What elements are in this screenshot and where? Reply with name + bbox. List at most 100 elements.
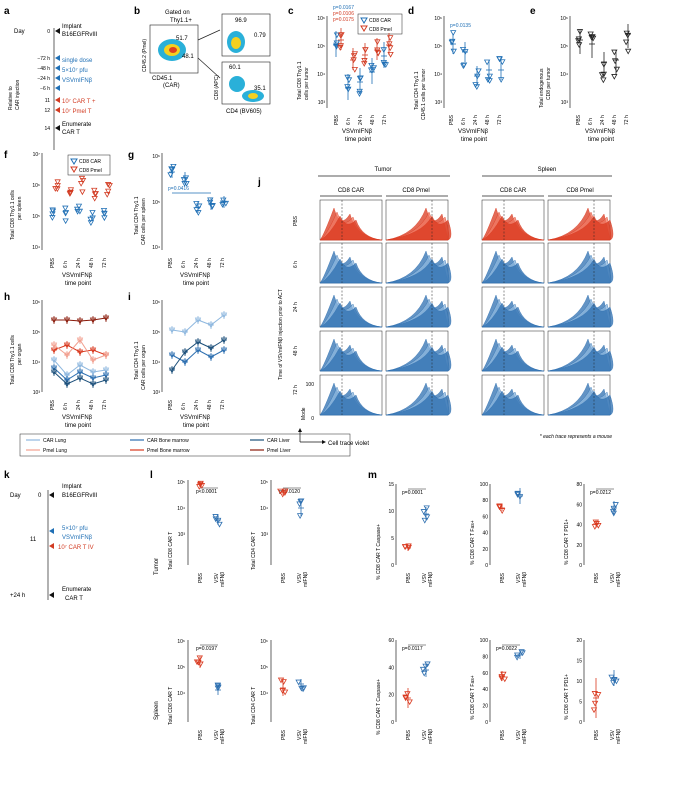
panel-b: b Gated on Thy1.1+ 51.7 48.1 CD45.2 (Pme…: [134, 6, 271, 115]
h-lines-pt: [102, 315, 110, 322]
l0-yt-e4: 10⁴: [177, 506, 185, 512]
m-ytick: 0: [579, 563, 582, 569]
h-lines-pt: [63, 352, 71, 359]
e-pt: [611, 58, 619, 65]
j-histogram-grid: [319, 199, 614, 416]
e-pt: [600, 62, 608, 68]
m-ytick: 0: [391, 720, 394, 726]
m0-vsv-pt: [420, 509, 427, 515]
k-d0: 0: [38, 493, 42, 499]
c-pmel-pt: [386, 41, 393, 48]
e-pt: [613, 66, 621, 73]
l0-vsv-pt: [212, 514, 219, 520]
c-xt2: 24 h: [358, 115, 364, 125]
g-ylabel2: CAR cells per spleen: [141, 198, 147, 245]
d-pt: [474, 73, 481, 80]
m-ytick: 80: [576, 482, 582, 488]
f-pmel-pt: [105, 188, 112, 195]
g-xtitle2: time point: [183, 281, 209, 287]
e-ylabel2: CD8 per tumor: [546, 67, 552, 100]
lm-xt-vsv: VSV: [422, 729, 428, 740]
m0-pbs-pt: [405, 544, 412, 551]
panel-a-letter: a: [4, 6, 10, 17]
l1-vsv-pt: [298, 498, 305, 505]
h-lines-pt: [76, 318, 84, 325]
c-xtitle2: time point: [345, 137, 371, 143]
j-trace: [547, 390, 614, 416]
e-pt: [611, 49, 618, 56]
e-ytick-e5: 10⁵: [560, 44, 568, 50]
lm-xt-pbs: PBS: [500, 729, 506, 740]
e-pt: [611, 74, 618, 80]
h-lines-pt: [76, 337, 84, 344]
m5-pbs-pt: [590, 707, 598, 714]
f-car-pt: [49, 211, 56, 218]
h-lines-pt: [89, 369, 97, 376]
d-pt: [483, 59, 491, 66]
h-lines-pt: [102, 367, 110, 374]
panel-g: g Total CD4 Thy1.1 CAR cells per spleen …: [128, 150, 230, 287]
lm-xt-vsv: VSV: [516, 729, 522, 740]
d-xticks: PBS 6 h 24 h 48 h 72 h: [449, 114, 503, 125]
b-r1a: 96.9: [235, 18, 247, 24]
i-lines-pt: [181, 349, 189, 356]
a-t5: 11: [45, 98, 50, 104]
h-ytick-e3: 10³: [33, 390, 41, 396]
j-trace: [481, 258, 545, 284]
h-lines-pt: [102, 372, 110, 379]
c-car-pt: [345, 86, 352, 93]
l1-vsv-pt: [296, 501, 303, 508]
f-pmel-pt: [54, 179, 61, 186]
g-pt: [219, 202, 226, 208]
lm-xt-pbs: PBS: [594, 729, 600, 740]
l-tumor: Tumor: [154, 558, 160, 575]
g-ylabel: Total CD4 Thy1.1: [134, 196, 140, 235]
i-ylabel2: CAR cells per organ: [141, 345, 147, 390]
h-ylabel2: per organ: [17, 343, 23, 365]
h-lines-pt: [102, 377, 110, 384]
f-pmel-pt: [67, 189, 74, 196]
panel-a-rows: 0 Implant B16EGFRvIII −72 h single dose …: [37, 24, 97, 136]
l2-pbs-pt: [197, 661, 204, 668]
f-legend: [67, 154, 111, 176]
j-arrow-head: [322, 440, 326, 444]
e-pt: [600, 71, 607, 78]
f-pmel-pt: [79, 189, 86, 196]
l-spleen: Spleen: [154, 701, 160, 720]
b-q2: 48.1: [182, 54, 194, 60]
c-pmel-pt: [362, 47, 369, 54]
l1-pbs-pt: [281, 490, 289, 497]
c-ytick-e5: 10⁵: [317, 44, 325, 50]
lm-xt-ifn: mIFNβ: [303, 572, 309, 587]
j-trace: [481, 302, 545, 328]
lm-xt-pbs: PBS: [198, 572, 204, 583]
h-series: [50, 314, 110, 388]
c-pmel-pt: [374, 39, 381, 46]
a-t4: −6 h: [40, 86, 50, 92]
f-car-pt: [100, 207, 108, 214]
e-xt2: 24 h: [600, 115, 606, 125]
m0-vsv-pt: [421, 517, 428, 524]
l-marks: [187, 480, 307, 722]
b-y1: CD45.2 (Pmel): [142, 39, 148, 72]
d-ylabel2: CD45.1 cells per tumor: [421, 69, 427, 120]
l0-vsv-pt: [216, 521, 223, 528]
hi-legend: CAR Lung CAR Bone marrow CAR Liver Pmel …: [19, 433, 351, 457]
a-r6: 10⁷ Pmel T: [62, 108, 92, 115]
m-ylabel-1: % CD8 CAR T Fas+: [470, 520, 476, 565]
h-ylabel: Total CD8 Thy1.1 cells: [10, 335, 16, 385]
a-arrow-6: [55, 107, 60, 113]
hi-leg-1: CAR Bone marrow: [147, 438, 189, 444]
j-trace: [319, 346, 383, 372]
l2-pbs-pt: [196, 655, 203, 662]
a-arrow-7: [55, 125, 60, 131]
e-pt: [576, 29, 584, 35]
c-car-pt: [380, 47, 387, 54]
l-p-2: p=0.0197: [196, 646, 217, 652]
h-lines-pt: [102, 352, 110, 359]
h-lines-pt: [63, 317, 71, 324]
m-p-4: p=0.0022: [496, 646, 517, 652]
e-pt: [624, 48, 632, 55]
h-xt4: 72 h: [102, 400, 108, 410]
g-xt2: 24 h: [194, 258, 200, 268]
